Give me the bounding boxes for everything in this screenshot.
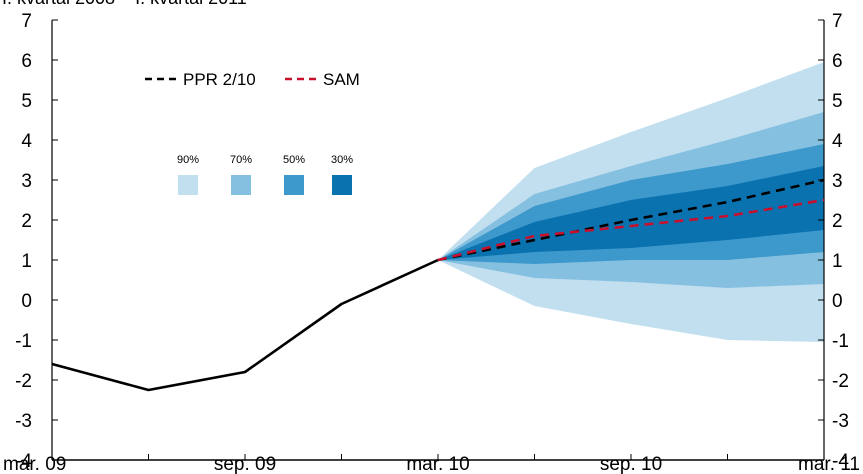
x-tick-label: sep. 10 bbox=[600, 454, 662, 474]
x-tick-label: mar. 10 bbox=[406, 454, 469, 474]
y-tick-label-left: 6 bbox=[21, 51, 32, 72]
y-tick-label-right: -2 bbox=[832, 371, 849, 392]
fan-bands bbox=[438, 62, 824, 342]
series-line-sam bbox=[437, 198, 825, 262]
y-tick-label-left: -1 bbox=[15, 331, 32, 352]
y-tick-label-right: -4 bbox=[832, 451, 849, 472]
y-tick-label-left: 0 bbox=[21, 291, 32, 312]
legend-label-ppr-2-10: PPR 2/10 bbox=[183, 70, 256, 89]
y-tick-label-left: -3 bbox=[15, 411, 32, 432]
y-tick-label-left: 7 bbox=[21, 11, 32, 32]
y-tick-label-right: 1 bbox=[832, 251, 843, 272]
axis-ticks: -4 -4 -3 -3 -2 -2 -1 -1 0 0 1 1 2 2 3 3 4 4 5 5 6 6 7 7 mar. 09 s… bbox=[3, 11, 860, 474]
y-tick-label-left: 2 bbox=[21, 211, 32, 232]
y-tick-label-left: 3 bbox=[21, 171, 32, 192]
y-tick-label-left: 5 bbox=[21, 91, 32, 112]
fan-legend-swatch-70 bbox=[231, 175, 251, 195]
legend-label-sam: SAM bbox=[323, 70, 360, 89]
y-tick-label-right: -3 bbox=[832, 411, 849, 432]
y-tick-label-right: 5 bbox=[832, 91, 843, 112]
chart-subtitle: I. kvartal 2008 – I. kvartal 2011 bbox=[2, 0, 247, 8]
y-tick-label-right: -1 bbox=[832, 331, 849, 352]
fan-legend-swatch-50 bbox=[284, 175, 304, 195]
history-line bbox=[51, 258, 439, 392]
fan-legend-swatch-90 bbox=[178, 175, 198, 195]
y-tick-label-right: 4 bbox=[832, 131, 843, 152]
fan-legend-label-30: 30% bbox=[331, 154, 353, 166]
y-tick-label-right: 0 bbox=[832, 291, 843, 312]
x-tick-label: mar. 09 bbox=[3, 454, 66, 474]
legend: PPR 2/10 SAM 90% 70% 50% 30% bbox=[145, 70, 360, 195]
fan-legend-label-90: 90% bbox=[177, 154, 199, 166]
series-line-ppr-2-10 bbox=[437, 178, 825, 262]
series-lines bbox=[51, 178, 825, 392]
x-tick-label: sep. 09 bbox=[214, 454, 276, 474]
y-tick-label-left: 1 bbox=[21, 251, 32, 272]
fan-band-30 bbox=[438, 166, 824, 260]
y-tick-label-left: 4 bbox=[21, 131, 32, 152]
fan-legend-label-50: 50% bbox=[283, 154, 305, 166]
y-tick-label-right: 2 bbox=[832, 211, 843, 232]
fan-legend-swatch-30 bbox=[332, 175, 352, 195]
y-tick-label-left: -4 bbox=[15, 451, 32, 472]
fan-legend-label-70: 70% bbox=[230, 154, 252, 166]
y-tick-label-right: 7 bbox=[832, 11, 843, 32]
y-tick-label-right: 3 bbox=[832, 171, 843, 192]
x-tick-label: mar. 11 bbox=[798, 454, 860, 474]
y-tick-label-right: 6 bbox=[832, 51, 843, 72]
y-tick-label-left: -2 bbox=[15, 371, 32, 392]
